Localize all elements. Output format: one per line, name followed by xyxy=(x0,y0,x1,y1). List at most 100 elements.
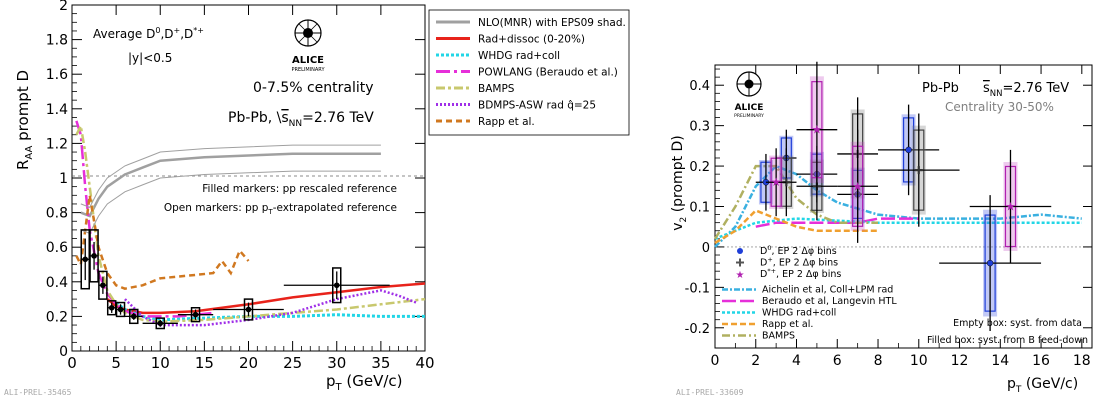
left-curve-2 xyxy=(115,301,425,322)
right-curve-1 xyxy=(755,217,919,228)
left-y-tick-label: 0.4 xyxy=(46,275,68,291)
right-x-tick-label: 16 xyxy=(1032,353,1050,369)
left-x-tick-label: 15 xyxy=(195,354,214,372)
left-x-tick-label: 5 xyxy=(111,354,121,372)
left-y-tick-label: 0.6 xyxy=(46,240,68,256)
right-x-tick-label: 0 xyxy=(711,353,720,369)
left-data-point xyxy=(117,306,124,313)
left-model-curves xyxy=(75,120,426,327)
svg-text:PRELIMINARY: PRELIMINARY xyxy=(734,113,764,119)
left-data-point xyxy=(82,256,89,263)
right-legend-label: D*+, EP 2 Δφ bins xyxy=(760,267,841,280)
right-curve-2 xyxy=(714,217,1082,240)
right-chart: -0.2-0.100.10.20.30.40 2 4 6 8 10 12 14 16 18 ★★★… xyxy=(670,61,1093,395)
left-curve-3 xyxy=(75,120,214,318)
left-y-tick-label: 0 xyxy=(59,344,68,360)
right-centrality: Centrality 30-50% xyxy=(945,100,1054,114)
right-legend-marker-d0 xyxy=(737,248,743,254)
left-y-tick-label: 1.2 xyxy=(46,136,68,152)
left-y-tick-label: 1.8 xyxy=(46,33,68,49)
left-y-tick-label: 1.4 xyxy=(46,102,68,118)
right-y-tick-label: 0.1 xyxy=(689,201,710,216)
right-d0-point xyxy=(986,259,994,267)
right-legend-label: WHDG rad+coll xyxy=(762,308,836,319)
right-data-points: ★ ★ ★ ★ xyxy=(755,61,1052,332)
right-x-tick-label: 4 xyxy=(792,353,801,369)
left-x-tick-label: 25 xyxy=(283,354,302,372)
left-energy: Pb-Pb, \sNN=2.76 TeV xyxy=(228,110,374,129)
left-y-tick-label: 2 xyxy=(59,0,68,14)
right-dstar-point: ★ xyxy=(812,123,823,137)
right-y-tick-label: 0.3 xyxy=(689,120,710,135)
left-x-tick-label: 10 xyxy=(151,354,170,372)
left-x-axis-label: pT (GeV/c) xyxy=(326,372,403,393)
left-x-tick-label: 40 xyxy=(415,354,434,372)
left-data-point xyxy=(245,306,252,313)
right-legend-label: D+, EP 2 Δφ bins xyxy=(760,256,838,269)
left-curve-1 xyxy=(106,282,426,315)
right-y-tick-label: -0.2 xyxy=(685,322,710,337)
left-x-tick-label: 0 xyxy=(67,354,77,372)
right-alice-logo: ALICE PRELIMINARY xyxy=(734,71,764,119)
left-legend-label: NLO(MNR) with EPS09 shad. xyxy=(478,17,626,29)
left-axes: 00.20.40.60.811.21.41.61.820 5 10 15 20 25 30 3… xyxy=(46,0,435,372)
right-legend-label: Rapp et al. xyxy=(762,319,813,330)
right-y-tick-label: 0 xyxy=(702,241,710,256)
left-nlo-upper-band xyxy=(80,144,381,209)
svg-text:ALICE: ALICE xyxy=(735,103,764,113)
left-centrality: 0-7.5% centrality xyxy=(253,80,374,96)
right-x-tick-label: 18 xyxy=(1073,353,1091,369)
right-system: Pb-Pb xyxy=(922,81,959,96)
left-legend-label: POWLANG (Beraudo et al.) xyxy=(478,67,618,79)
left-legend-label: BDMPS-ASW rad q̂=25 xyxy=(478,100,596,112)
right-axes: -0.2 -0.1 0 0.1 0.2 0.3 0.4 0 2 4 6 8 10 12 14 16 18 xyxy=(685,65,1092,369)
right-dstar-point: ★ xyxy=(852,179,863,193)
left-legend: NLO(MNR) with EPS09 shad. Rad+dissoc (0-2… xyxy=(428,9,630,136)
right-y-axis-label: v2 (prompt D) xyxy=(670,135,689,231)
right-x-tick-label: 10 xyxy=(910,353,928,369)
left-nlo-lower-band xyxy=(80,170,381,235)
left-data-point xyxy=(100,282,106,289)
left-title-line1: Average D0,D+,D*+ xyxy=(93,26,204,41)
right-note-filled: Filled box: syst. from B feed-down xyxy=(927,335,1088,346)
left-data-point xyxy=(333,282,340,289)
left-curve-0 xyxy=(80,152,381,218)
right-dstar-point: ★ xyxy=(1005,200,1016,214)
right-dstar-point: ★ xyxy=(771,175,782,189)
right-energy: sNN=2.76 TeV xyxy=(983,81,1069,99)
right-x-axis-label: pT (GeV/c) xyxy=(1007,376,1078,395)
right-y-tick-label: 0.4 xyxy=(689,79,710,94)
left-y-tick-label: 1.6 xyxy=(46,67,68,83)
left-x-tick-label: 20 xyxy=(239,354,258,372)
right-d0-point xyxy=(905,146,912,154)
left-curve-6 xyxy=(75,195,250,290)
right-curve-4 xyxy=(713,164,878,240)
right-legend-label: Beraudo et al, Langevin HTL xyxy=(762,296,897,307)
left-x-tick-label: 30 xyxy=(327,354,346,372)
left-legend-label: Rad+dissoc (0-20%) xyxy=(478,34,585,46)
right-x-tick-label: 2 xyxy=(751,353,760,369)
left-x-tick-label: 35 xyxy=(371,354,390,372)
left-legend-items: NLO(MNR) with EPS09 shad. Rad+dissoc (0-2… xyxy=(436,17,626,128)
left-prelim-tag: ALI-PREL-35465 xyxy=(4,388,72,397)
right-x-tick-label: 8 xyxy=(874,353,883,369)
right-y-tick-label: 0.2 xyxy=(689,160,710,175)
left-note-open: Open markers: pp pT-extrapolated referen… xyxy=(164,202,397,216)
right-x-tick-label: 6 xyxy=(833,353,842,369)
left-y-tick-label: 0.2 xyxy=(46,309,68,325)
right-x-tick-label: 14 xyxy=(991,353,1009,369)
right-model-curves xyxy=(713,164,1082,248)
left-y-tick-label: 1 xyxy=(59,171,68,187)
right-legend-label: BAMPS xyxy=(762,331,795,342)
right-y-tick-label: -0.1 xyxy=(685,281,710,296)
svg-text:PRELIMINARY: PRELIMINARY xyxy=(291,67,325,73)
right-x-tick-label: 12 xyxy=(951,353,969,369)
left-legend-label: WHDG rad+coll xyxy=(478,50,560,62)
right-curve-0 xyxy=(714,164,1082,248)
right-legend-marker-dstar: ★ xyxy=(736,270,745,281)
left-y-axis-label: RAA prompt D xyxy=(14,70,35,170)
left-legend-label: BAMPS xyxy=(478,83,515,95)
left-curve-4 xyxy=(75,122,426,323)
left-data-point xyxy=(108,304,115,311)
right-prelim-tag: ALI-PREL-33609 xyxy=(676,388,744,397)
